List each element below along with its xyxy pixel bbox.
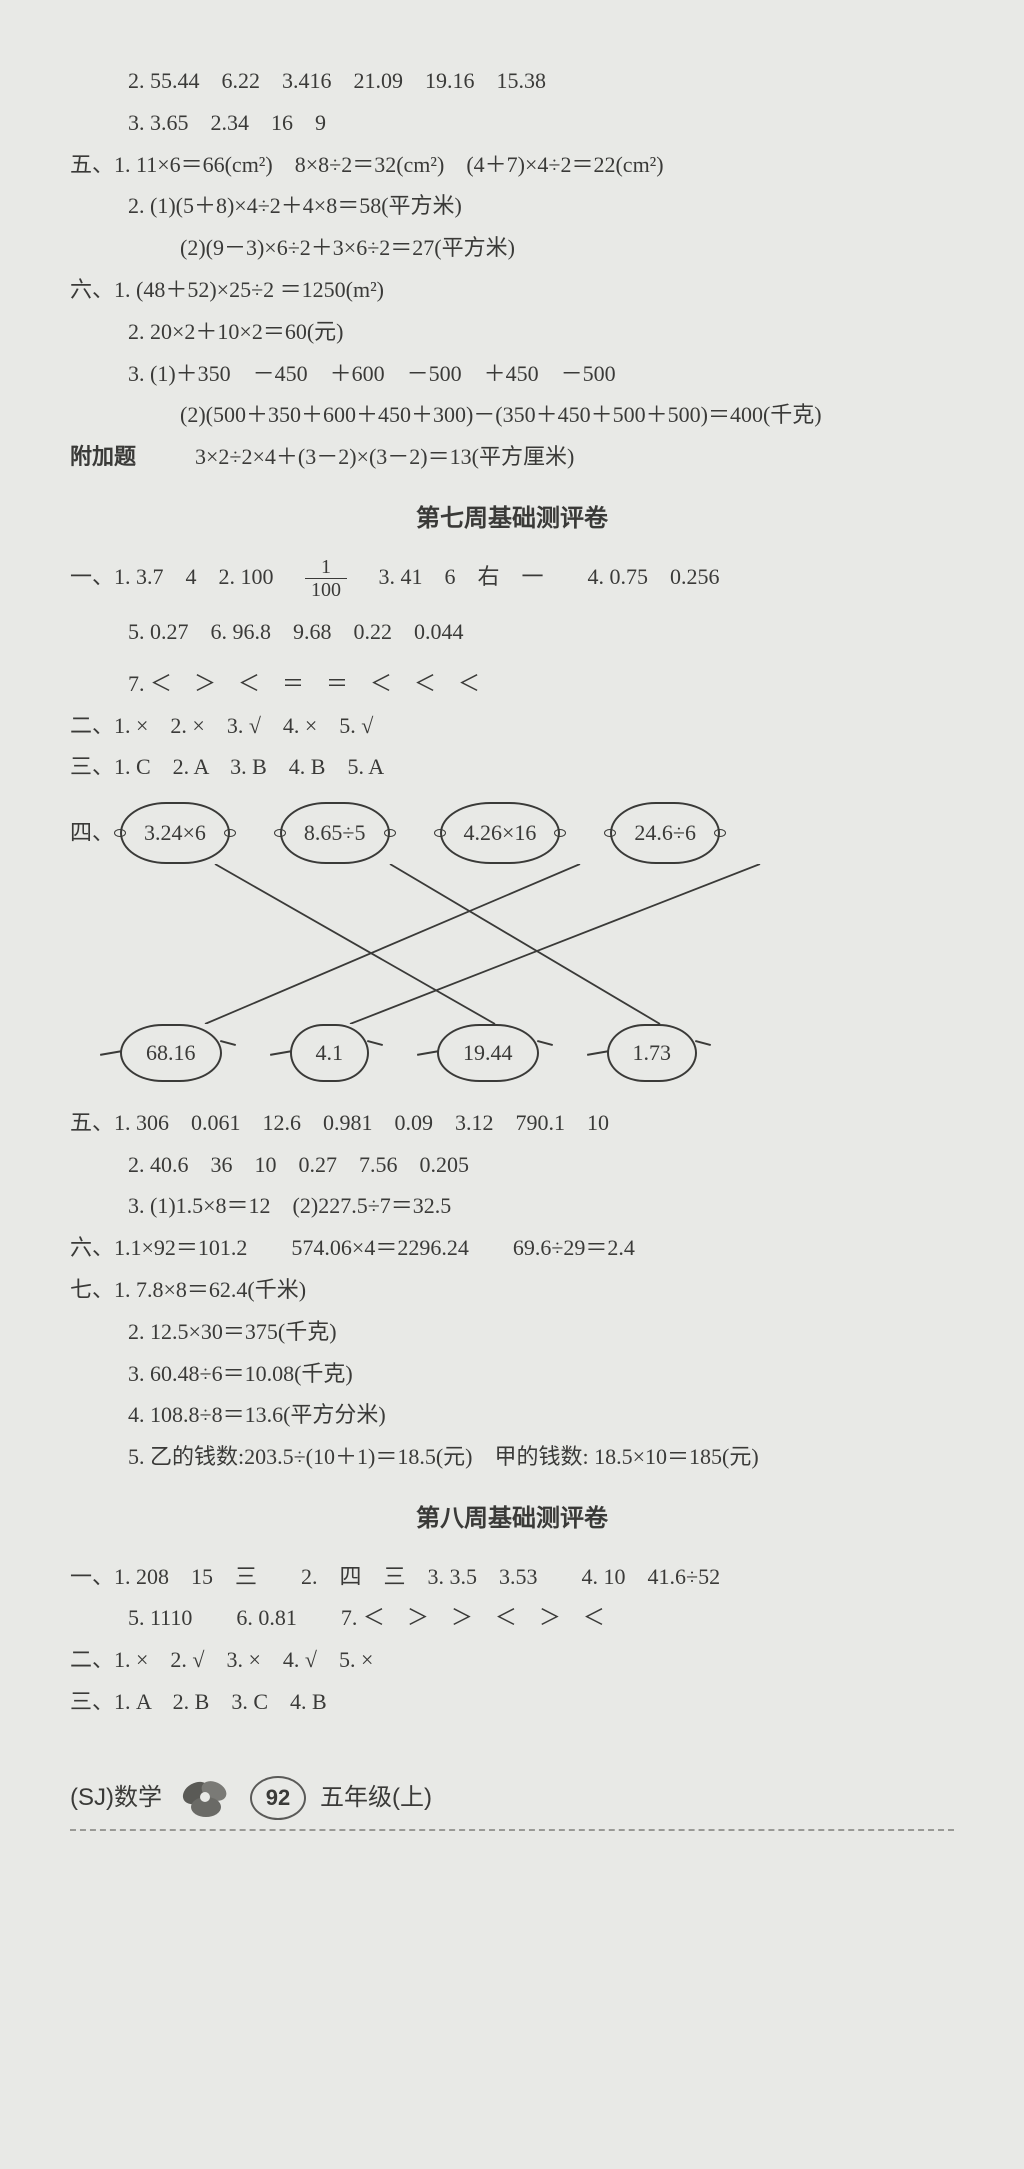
text: 3.7 4 2. 100: [136, 564, 296, 589]
footer-left: (SJ)数学: [70, 1775, 162, 1821]
text: 306 0.061 12.6 0.981 0.09 3.12 790.1 10: [136, 1110, 609, 1135]
oval-row: 3.24×6 8.65÷5 4.26×16 24.6÷6: [110, 802, 954, 864]
w7-s7-3: 3. 60.48÷6＝10.08(千克): [70, 1353, 954, 1395]
frac-num: 1: [305, 556, 347, 579]
extra-label: 附加题: [70, 444, 136, 469]
w7-s2: 二、1. × 2. × 3. √ 4. × 5. √: [70, 705, 954, 747]
footer-dashes: [70, 1829, 954, 1831]
title-week8: 第八周基础测评卷: [70, 1496, 954, 1542]
w8-s1-2: 5. 1110 6. 0.81 7. ＜ ＞ ＞ ＜ ＞ ＜: [70, 1597, 954, 1639]
footer: (SJ)数学 92 五年级(上): [70, 1773, 954, 1823]
oval: 24.6÷6: [610, 802, 720, 864]
fraction: 1 100: [305, 556, 347, 601]
w7-s5-1: 五、1. 306 0.061 12.6 0.981 0.09 3.12 790.…: [70, 1102, 954, 1144]
w7-s1-3: 7. ＜ ＞ ＜ ＝ ＝ ＜ ＜ ＜: [70, 663, 954, 705]
text: 208 15 三 2. 四 三 3. 3.5 3.53 4. 10 41.6÷5…: [136, 1564, 720, 1589]
text: 3. 41 6 右 一 4. 0.75 0.256: [357, 564, 720, 589]
w8-s1-1: 一、1. 208 15 三 2. 四 三 3. 3.5 3.53 4. 10 4…: [70, 1556, 954, 1598]
leaf: 1.73: [607, 1024, 698, 1082]
sec6-4: (2)(500＋350＋600＋450＋300)－(350＋450＋500＋50…: [70, 394, 954, 436]
leaf: 68.16: [120, 1024, 222, 1082]
w7-s5-2: 2. 40.6 36 10 0.27 7.56 0.205: [70, 1144, 954, 1186]
page-number: 92: [250, 1776, 306, 1820]
w7-s1-2: 5. 0.27 6. 96.8 9.68 0.22 0.044: [70, 611, 954, 653]
w7-s5-3: 3. (1)1.5×8＝12 (2)227.5÷7＝32.5: [70, 1185, 954, 1227]
w7-s7-2: 2. 12.5×30＝375(千克): [70, 1311, 954, 1353]
sec6-1: 六、1. (48＋52)×25÷2 ＝1250(m²): [70, 269, 954, 311]
w7-s3: 三、1. C 2. A 3. B 4. B 5. A: [70, 746, 954, 788]
w7-s7-5: 5. 乙的钱数:203.5÷(10＋1)＝18.5(元) 甲的钱数: 18.5×…: [70, 1436, 954, 1478]
oval: 8.65÷5: [280, 802, 390, 864]
match-lines: [110, 864, 890, 1024]
line: 2. 55.44 6.22 3.416 21.09 19.16 15.38: [70, 60, 954, 102]
w7-s7-1: 七、1. 7.8×8＝62.4(千米): [70, 1269, 954, 1311]
footer-right: 五年级(上): [320, 1775, 432, 1821]
sec5-3: (2)(9－3)×6÷2＋3×6÷2＝27(平方米): [70, 227, 954, 269]
w7-s1-1: 一、1. 3.7 4 2. 100 1 100 3. 41 6 右 一 4. 0…: [70, 556, 954, 601]
label: 五、1.: [70, 144, 131, 186]
text: 11×6＝66(cm²) 8×8÷2＝32(cm²) (4＋7)×4÷2＝22(…: [136, 152, 664, 177]
oval: 4.26×16: [440, 802, 561, 864]
title-week7: 第七周基础测评卷: [70, 496, 954, 542]
w8-s2: 二、1. × 2. √ 3. × 4. √ 5. ×: [70, 1639, 954, 1681]
matching-diagram: 四、 3.24×6 8.65÷5 4.26×16 24.6÷6 68.16 4.…: [70, 802, 954, 1082]
sec6-3: 3. (1)＋350 －450 ＋600 －500 ＋450 －500: [70, 353, 954, 395]
text: 7.8×8＝62.4(千米): [136, 1277, 306, 1302]
text: (48＋52)×25÷2 ＝1250(m²): [136, 277, 384, 302]
w8-s3: 三、1. A 2. B 3. C 4. B: [70, 1681, 954, 1723]
label: 六、1.: [70, 269, 131, 311]
leaf: 4.1: [290, 1024, 370, 1082]
sec6-2: 2. 20×2＋10×2＝60(元): [70, 311, 954, 353]
extra-body: 3×2÷2×4＋(3－2)×(3－2)＝13(平方厘米): [195, 444, 574, 469]
extra: 附加题 3×2÷2×4＋(3－2)×(3－2)＝13(平方厘米): [70, 436, 954, 478]
label: 七、1.: [70, 1269, 131, 1311]
w7-s7-4: 4. 108.8÷8＝13.6(平方分米): [70, 1394, 954, 1436]
label: 五、1.: [70, 1102, 131, 1144]
label: 一、1.: [70, 1556, 131, 1598]
oval: 3.24×6: [120, 802, 230, 864]
flower-icon: [176, 1773, 236, 1823]
leaf: 19.44: [437, 1024, 539, 1082]
w7-s6: 六、1.1×92＝101.2 574.06×4＝2296.24 69.6÷29＝…: [70, 1227, 954, 1269]
leaf-row: 68.16 4.1 19.44 1.73: [110, 1024, 954, 1082]
sec5-2: 2. (1)(5＋8)×4÷2＋4×8＝58(平方米): [70, 185, 954, 227]
label: 一、1.: [70, 556, 131, 598]
sec5-1: 五、1. 11×6＝66(cm²) 8×8÷2＝32(cm²) (4＋7)×4÷…: [70, 144, 954, 186]
line: 3. 3.65 2.34 16 9: [70, 102, 954, 144]
frac-den: 100: [305, 579, 347, 601]
sec4-label: 四、: [70, 812, 114, 854]
